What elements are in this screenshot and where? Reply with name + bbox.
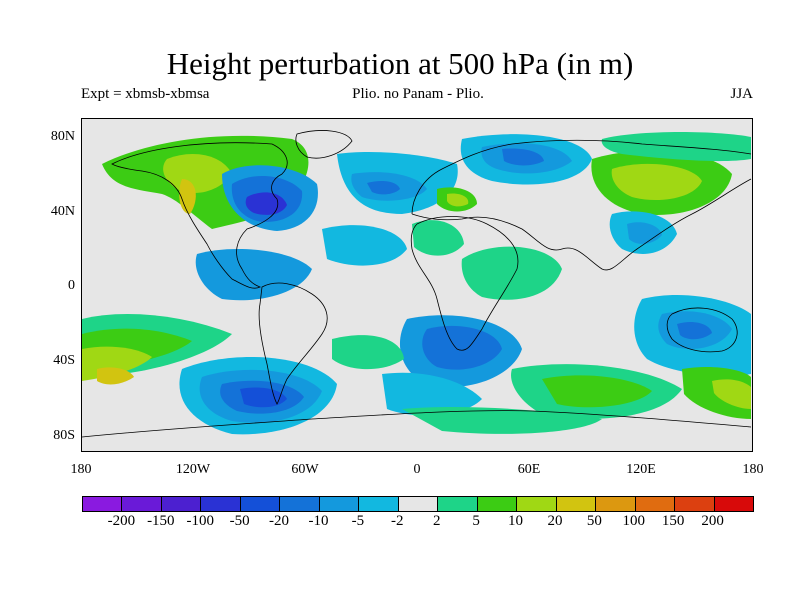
colorbar-label: 50 [586, 513, 602, 529]
colorbar-label: 100 [622, 513, 646, 529]
colorbar-label: 150 [661, 513, 685, 529]
colorbar-label: 2 [432, 513, 441, 529]
coastline-antarctica [82, 410, 752, 438]
colorbar-box [596, 497, 636, 511]
contour-region [542, 375, 652, 408]
lat-label: 40S [53, 353, 75, 368]
contour-region [402, 407, 602, 434]
colorbar-label: -150 [147, 513, 175, 529]
map-plot-area [81, 118, 753, 452]
coastline-greenland [295, 130, 353, 159]
contour-region [422, 325, 502, 370]
lon-label: 0 [413, 462, 421, 477]
colorbar-box [122, 497, 162, 511]
contour-region [382, 372, 482, 416]
colorbar-label: 20 [547, 513, 563, 529]
colorbar-box [438, 497, 478, 511]
contour-region [367, 181, 400, 195]
colorbar-label: -50 [229, 513, 250, 529]
colorbar-label: -10 [308, 513, 329, 529]
season-label: JJA [730, 86, 753, 102]
coastline-eurasia [411, 139, 752, 271]
lon-label: 180 [70, 462, 92, 477]
lon-label: 120E [626, 462, 656, 477]
colorbar-box [635, 497, 676, 511]
colorbar-box [477, 497, 518, 511]
colorbar-box [556, 497, 597, 511]
colorbar-box [517, 497, 557, 511]
lon-label: 180 [742, 462, 764, 477]
coastlines [82, 130, 752, 438]
lon-label: 60E [517, 462, 541, 477]
contour-region [461, 246, 562, 300]
lat-label: 80S [53, 428, 75, 443]
colorbar-label: 10 [508, 513, 524, 529]
lon-label: 120W [175, 462, 211, 477]
colorbar-label: 5 [472, 513, 480, 529]
colorbar-label: -100 [186, 513, 214, 529]
contour-region [611, 163, 702, 201]
contour-region [332, 335, 404, 370]
contour-map [82, 119, 752, 451]
colorbar-box [675, 497, 715, 511]
colorbar-label: -20 [269, 513, 290, 529]
contour-region [627, 222, 662, 244]
contour-region [447, 193, 469, 207]
lat-label: 40N [50, 204, 75, 219]
coastline-north-america [111, 142, 288, 289]
colorbar-box [280, 497, 320, 511]
contour-region [502, 148, 544, 166]
coastline-africa [410, 216, 519, 351]
contour-region [163, 154, 232, 194]
contour-region [97, 367, 134, 385]
colorbar-box [201, 497, 241, 511]
comparison-label: Plio. no Panam - Plio. [352, 86, 484, 102]
contour-region [179, 179, 196, 214]
colorbar-label: -2 [391, 513, 404, 529]
contour-region [322, 225, 407, 266]
contour-region [712, 379, 751, 409]
colorbar-label: -5 [351, 513, 365, 529]
colorbar [82, 496, 754, 512]
colorbar-box [398, 497, 439, 511]
contour-region [195, 249, 312, 301]
coastline-south-america [258, 282, 328, 405]
colorbar-box [319, 497, 360, 511]
colorbar-box [359, 497, 399, 511]
coastline-australia [666, 307, 738, 353]
contour-region [677, 322, 712, 340]
colorbar-box [83, 497, 123, 511]
lat-label: 80N [50, 129, 75, 144]
contour-region [412, 220, 464, 256]
map-title: Height perturbation at 500 hPa (in m) [166, 46, 634, 81]
colorbar-box [714, 497, 753, 511]
colorbar-box [240, 497, 281, 511]
colorbar-label: -200 [107, 513, 136, 529]
colorbar-label: 200 [701, 513, 724, 529]
lon-label: 60W [291, 462, 319, 477]
contour-region [240, 387, 287, 408]
colorbar-box [161, 497, 202, 511]
lat-label: 0 [68, 278, 75, 293]
experiment-label: Expt = xbmsb-xbmsa [81, 86, 210, 102]
